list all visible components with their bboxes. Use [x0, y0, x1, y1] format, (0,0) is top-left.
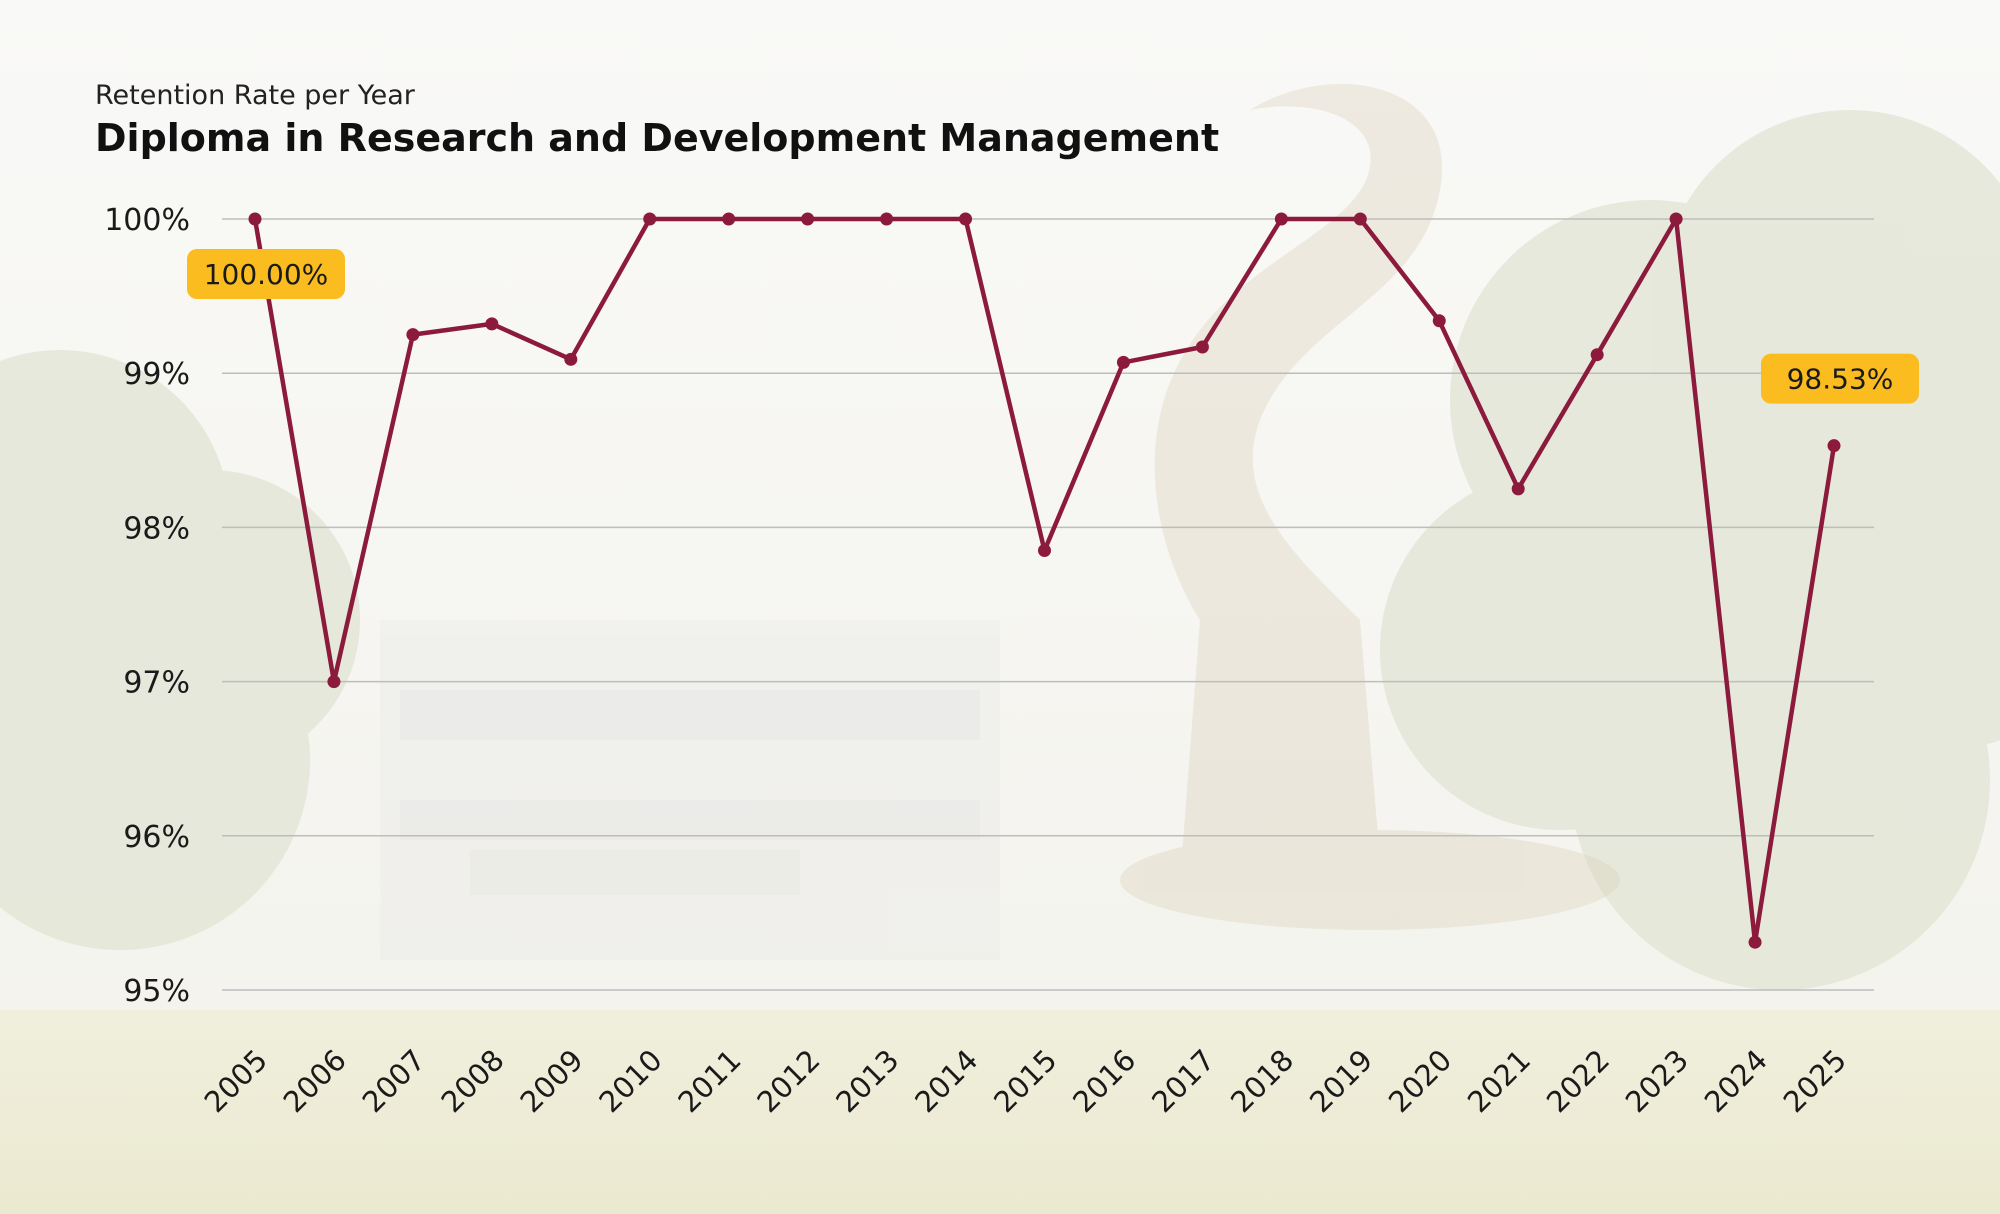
- x-tick-label: 2017: [1145, 1043, 1221, 1119]
- data-point: [1827, 439, 1841, 453]
- data-point: [1590, 348, 1604, 362]
- x-tick-label: 2021: [1461, 1043, 1537, 1119]
- data-point: [1353, 212, 1367, 226]
- data-label-callout: 100.00%: [187, 249, 345, 299]
- data-point: [959, 212, 973, 226]
- data-point: [1274, 212, 1288, 226]
- data-point: [722, 212, 736, 226]
- callout-box: [1761, 353, 1919, 404]
- chart-title: Diploma in Research and Development Mana…: [95, 116, 1220, 160]
- data-point: [880, 212, 894, 226]
- x-tick-label: 2016: [1066, 1043, 1142, 1119]
- y-tick-label: 99%: [123, 357, 190, 392]
- y-tick-label: 96%: [123, 820, 190, 855]
- x-tick-label: 2006: [277, 1043, 353, 1119]
- data-point: [1511, 482, 1525, 496]
- x-tick-label: 2014: [908, 1043, 984, 1119]
- x-tick-label: 2013: [829, 1043, 905, 1119]
- x-tick-label: 2011: [671, 1043, 747, 1119]
- y-tick-label: 100%: [104, 203, 190, 238]
- x-tick-label: 2010: [592, 1043, 668, 1119]
- data-point: [801, 212, 815, 226]
- x-tick-label: 2015: [987, 1043, 1063, 1119]
- data-point: [485, 317, 499, 331]
- callout-box: [187, 249, 345, 299]
- x-tick-label: 2020: [1382, 1043, 1458, 1119]
- x-tick-label: 2018: [1224, 1043, 1300, 1119]
- x-tick-label: 2019: [1303, 1043, 1379, 1119]
- data-point: [1669, 212, 1683, 226]
- y-tick-label: 95%: [123, 974, 190, 1009]
- x-tick-label: 2005: [198, 1043, 274, 1119]
- data-point: [1116, 355, 1130, 369]
- x-tick-label: 2025: [1777, 1043, 1853, 1119]
- data-point: [564, 352, 578, 366]
- x-tick-label: 2008: [435, 1043, 511, 1119]
- x-tick-label: 2023: [1619, 1043, 1695, 1119]
- x-tick-label: 2012: [750, 1043, 826, 1119]
- x-tick-label: 2007: [356, 1043, 432, 1119]
- chart-subtitle: Retention Rate per Year: [95, 80, 415, 111]
- data-point: [1432, 314, 1446, 328]
- y-tick-label: 97%: [123, 666, 190, 701]
- data-point: [327, 675, 341, 689]
- x-tick-label: 2022: [1540, 1043, 1616, 1119]
- data-point: [248, 212, 262, 226]
- callout-text: 98.53%: [1787, 363, 1894, 396]
- y-tick-label: 98%: [123, 511, 190, 546]
- x-tick-label: 2009: [514, 1043, 590, 1119]
- callout-text: 100.00%: [204, 258, 329, 291]
- data-point: [1748, 935, 1762, 949]
- data-point: [406, 328, 420, 342]
- data-point: [1038, 544, 1051, 558]
- data-point: [643, 212, 657, 226]
- data-point: [1195, 340, 1209, 354]
- x-tick-label: 2024: [1698, 1043, 1774, 1119]
- data-label-callout: 98.53%: [1761, 353, 1919, 404]
